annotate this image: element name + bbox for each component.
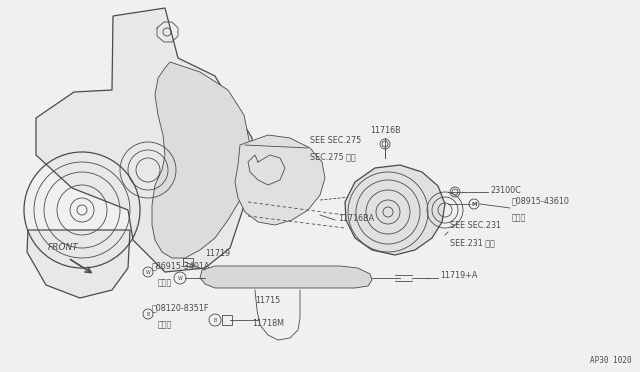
Text: （１）: （１） bbox=[512, 213, 526, 222]
Text: （１）: （１） bbox=[158, 320, 172, 329]
Text: FRONT: FRONT bbox=[48, 243, 79, 252]
Polygon shape bbox=[200, 266, 372, 288]
Text: 23100C: 23100C bbox=[490, 186, 521, 195]
Text: 11716BA: 11716BA bbox=[338, 214, 374, 222]
Text: 11719+A: 11719+A bbox=[440, 272, 477, 280]
Text: 11716B: 11716B bbox=[370, 126, 400, 135]
Text: SEE SEC.275: SEE SEC.275 bbox=[310, 136, 361, 145]
Polygon shape bbox=[235, 135, 325, 225]
Text: 11718M: 11718M bbox=[252, 319, 284, 328]
Polygon shape bbox=[27, 230, 130, 298]
Text: 11719: 11719 bbox=[205, 249, 230, 258]
Text: SEE SEC.231: SEE SEC.231 bbox=[450, 221, 501, 230]
Text: （１）: （１） bbox=[158, 278, 172, 287]
Text: B: B bbox=[147, 311, 150, 317]
Polygon shape bbox=[36, 8, 252, 272]
Text: 11715: 11715 bbox=[255, 296, 280, 305]
Text: Ⓑ08120-8351F: Ⓑ08120-8351F bbox=[152, 303, 209, 312]
Polygon shape bbox=[345, 165, 445, 255]
Text: SEE.231 参照: SEE.231 参照 bbox=[450, 238, 495, 247]
Text: SEC.275 参照: SEC.275 参照 bbox=[310, 152, 356, 161]
Text: B: B bbox=[213, 317, 217, 323]
Text: ⓜ08915-43610: ⓜ08915-43610 bbox=[512, 196, 570, 205]
Text: M: M bbox=[471, 202, 477, 206]
Text: ⓦ86915-3401A: ⓦ86915-3401A bbox=[152, 261, 211, 270]
Text: AP30 1020: AP30 1020 bbox=[590, 356, 632, 365]
Text: W: W bbox=[177, 276, 182, 280]
Text: W: W bbox=[145, 269, 150, 275]
Polygon shape bbox=[152, 62, 250, 258]
